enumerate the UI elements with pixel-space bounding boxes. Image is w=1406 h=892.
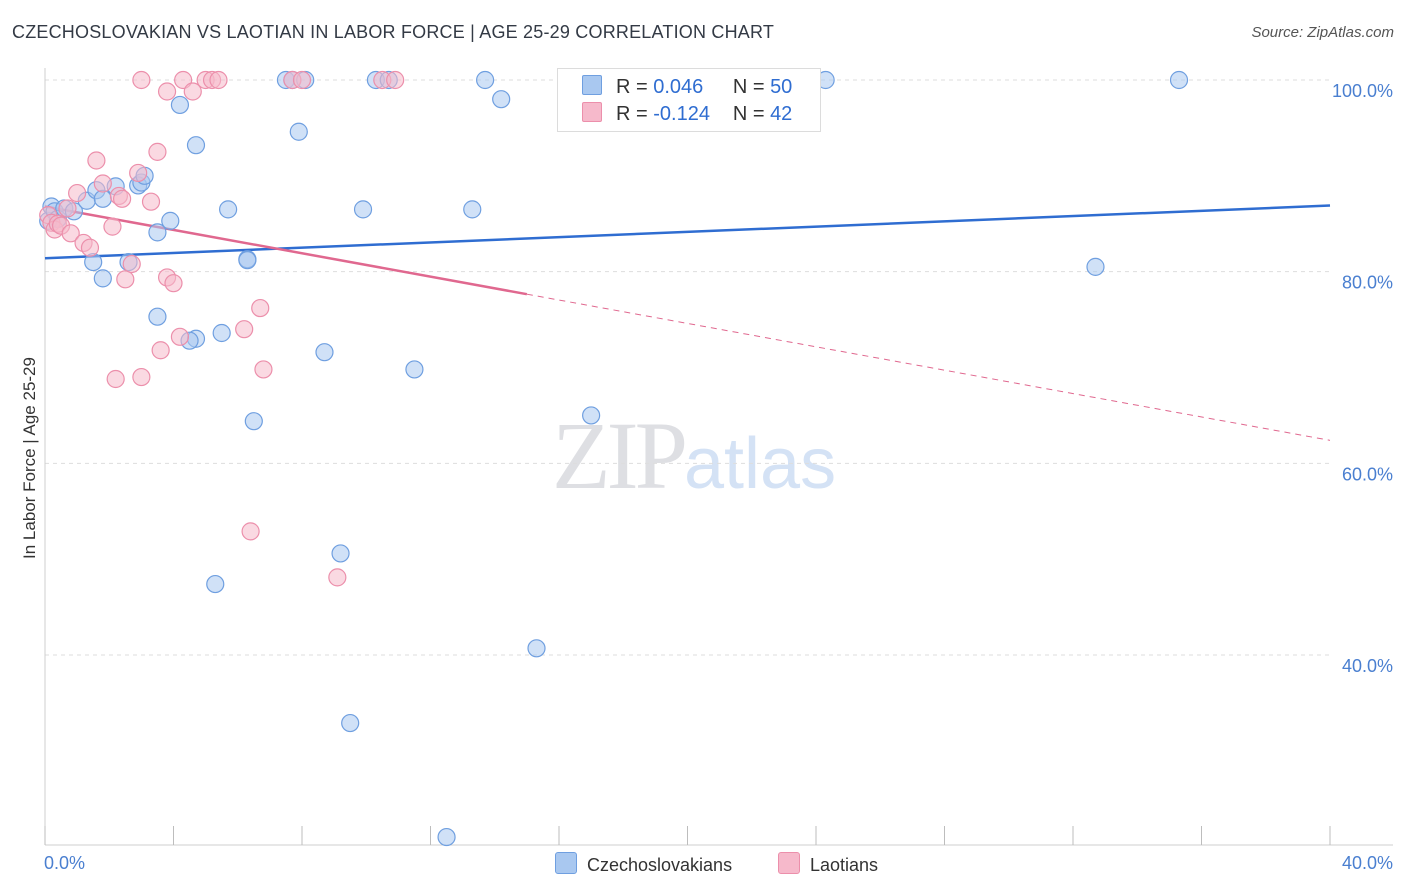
point-czechoslovakian bbox=[206, 574, 225, 594]
bottom-legend-czechoslovakians: Czechoslovakians bbox=[555, 852, 732, 876]
watermark: ZIPatlas bbox=[552, 400, 836, 511]
legend-r-label: R = bbox=[616, 103, 648, 125]
bottom-legend-laotians: Laotians bbox=[778, 852, 878, 876]
bottom-legend-label: Laotians bbox=[810, 855, 879, 875]
axis-labels: 40.0% 60.0% 80.0% 100.0% 0.0% 40.0% In Labor F… bbox=[20, 81, 1393, 873]
y-tick-label: 40.0% bbox=[1342, 656, 1393, 676]
point-laotian bbox=[129, 163, 148, 183]
legend-row-laotians: R = -0.124 N = 42 bbox=[582, 102, 792, 128]
watermark-atlas: atlas bbox=[684, 424, 837, 504]
point-czechoslovakian bbox=[463, 200, 482, 219]
point-czechoslovakian bbox=[492, 90, 511, 109]
point-czechoslovakian bbox=[437, 827, 456, 847]
point-laotian bbox=[106, 369, 125, 389]
point-laotian bbox=[292, 70, 312, 90]
point-laotian bbox=[58, 199, 77, 218]
point-laotian bbox=[141, 192, 161, 211]
legend-r-label: R = bbox=[616, 76, 648, 98]
point-laotian bbox=[151, 341, 170, 360]
y-tick-label: 100.0% bbox=[1332, 81, 1393, 101]
point-laotian bbox=[116, 270, 135, 289]
legend-n-value: 50 bbox=[770, 76, 793, 98]
trend-line-laotians bbox=[44, 205, 528, 296]
y-axis-title: In Labor Force | Age 25-29 bbox=[20, 357, 39, 559]
source-label: Source: ZipAtlas.com bbox=[1251, 24, 1394, 41]
point-laotian bbox=[386, 70, 405, 90]
axes bbox=[44, 68, 1393, 846]
point-laotian bbox=[170, 327, 190, 346]
legend-n-label: N = bbox=[732, 76, 765, 98]
point-czechoslovakian bbox=[148, 307, 167, 326]
point-laotian bbox=[103, 217, 122, 236]
point-czechoslovakian bbox=[331, 544, 350, 563]
stats-legend: R = 0.046 N = 50 R = -0.124 N = 42 bbox=[557, 68, 821, 132]
point-czechoslovakian bbox=[315, 343, 334, 362]
legend-swatch-pink bbox=[582, 102, 602, 122]
point-laotian bbox=[235, 320, 254, 339]
point-laotian bbox=[157, 82, 177, 101]
point-laotian bbox=[254, 360, 273, 379]
point-czechoslovakian bbox=[1169, 70, 1189, 90]
point-czechoslovakian bbox=[244, 412, 263, 431]
point-czechoslovakian bbox=[219, 200, 238, 219]
point-czechoslovakian bbox=[93, 189, 112, 208]
point-czechoslovakian bbox=[289, 122, 308, 141]
y-tick-label: 60.0% bbox=[1342, 464, 1393, 484]
point-czechoslovakian bbox=[186, 136, 206, 155]
data-points bbox=[39, 70, 1189, 847]
point-laotian bbox=[112, 189, 132, 208]
point-czechoslovakian bbox=[582, 406, 601, 425]
trend-line-extension-laotians bbox=[526, 293, 1331, 441]
legend-row-czechoslovakians: R = 0.046 N = 50 bbox=[582, 75, 792, 101]
point-laotian bbox=[209, 70, 228, 90]
bottom-legend-swatch-pink bbox=[778, 852, 800, 874]
point-czechoslovakian bbox=[527, 639, 546, 658]
point-laotian bbox=[241, 522, 260, 541]
grid-lines bbox=[45, 79, 1330, 656]
legend-n-value: 42 bbox=[770, 103, 793, 125]
trend-line-czechoslovakians bbox=[44, 204, 1331, 260]
point-laotian bbox=[328, 568, 347, 587]
x-tick-label-min: 0.0% bbox=[44, 853, 85, 873]
point-czechoslovakian bbox=[476, 70, 495, 90]
point-laotian bbox=[122, 254, 141, 274]
point-czechoslovakian bbox=[148, 223, 167, 242]
legend-n-label: N = bbox=[732, 103, 765, 125]
bottom-legend-label: Czechoslovakians bbox=[587, 855, 733, 875]
y-tick-label: 80.0% bbox=[1342, 273, 1393, 293]
trend-lines bbox=[44, 204, 1331, 441]
watermark-zip: ZIP bbox=[552, 402, 688, 509]
bottom-legend-swatch-blue bbox=[555, 852, 577, 874]
point-czechoslovakian bbox=[238, 251, 257, 270]
point-laotian bbox=[183, 82, 202, 101]
chart-title: CZECHOSLOVAKIAN VS LAOTIAN IN LABOR FORC… bbox=[12, 22, 775, 42]
point-laotian bbox=[148, 142, 167, 161]
point-czechoslovakian bbox=[1086, 257, 1105, 276]
point-czechoslovakian bbox=[93, 269, 112, 288]
legend-r-value: 0.046 bbox=[653, 76, 704, 98]
point-laotian bbox=[68, 183, 87, 203]
point-czechoslovakian bbox=[161, 211, 180, 230]
point-czechoslovakian bbox=[341, 713, 360, 733]
point-laotian bbox=[132, 70, 151, 90]
point-czechoslovakian bbox=[212, 323, 231, 343]
point-laotian bbox=[87, 151, 106, 170]
point-laotian bbox=[132, 367, 151, 387]
legend-r-value: -0.124 bbox=[653, 103, 710, 125]
point-czechoslovakian bbox=[405, 360, 424, 379]
legend-swatch-blue bbox=[582, 75, 602, 95]
point-czechoslovakian bbox=[170, 95, 190, 115]
point-czechoslovakian bbox=[353, 200, 373, 219]
point-laotian bbox=[251, 298, 270, 318]
point-laotian bbox=[61, 224, 80, 243]
x-tick-label-max: 40.0% bbox=[1342, 853, 1393, 873]
point-laotian bbox=[80, 238, 100, 257]
point-laotian bbox=[93, 174, 112, 193]
point-laotian bbox=[164, 274, 183, 293]
